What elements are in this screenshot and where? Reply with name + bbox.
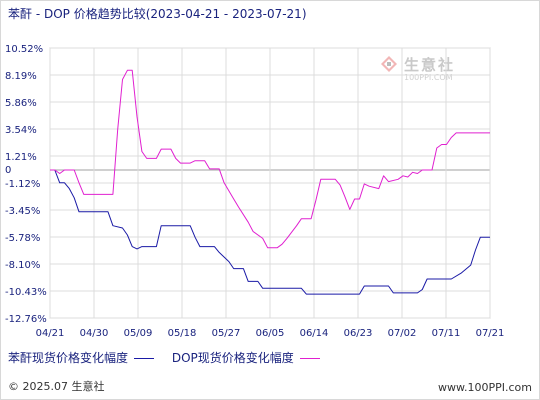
legend-item-series-2: DOP现货价格变化幅度 (172, 349, 320, 366)
y-tick-label: 8.19% (5, 71, 37, 82)
x-tick-label: 05/09 (124, 328, 153, 339)
legend-label-series-1: 苯酐现货价格变化幅度 (8, 351, 129, 365)
y-tick-label: -8.10% (5, 260, 40, 271)
legend: 苯酐现货价格变化幅度 DOP现货价格变化幅度 (8, 349, 334, 366)
grid (49, 47, 491, 319)
chart-title: 苯酐 - DOP 价格趋势比较(2023-04-21 - 2023-07-21) (8, 7, 307, 21)
legend-swatch-series-1 (134, 358, 155, 359)
x-tick-label: 06/14 (300, 328, 329, 339)
axis-labels: 10.52% 8.19% 5.86% 3.54% 1.21% -1.12% -3.45% -5… (5, 44, 504, 339)
watermark-logo: 生意社 100PPI.COM (380, 54, 470, 86)
x-tick-label: 07/11 (432, 328, 461, 339)
legend-item-series-1: 苯酐现货价格变化幅度 (8, 349, 155, 366)
y-tick-label: -10.43% (5, 287, 47, 298)
legend-swatch-series-2 (299, 358, 320, 359)
site-url: www.100PPI.com (438, 381, 532, 394)
y-tick-label: 10.52% (5, 44, 43, 55)
x-tick-label: 06/23 (344, 328, 373, 339)
y-tick-label: -3.45% (5, 206, 40, 217)
x-tick-label: 06/05 (256, 328, 285, 339)
y-zero-label: 0 (5, 165, 11, 176)
y-tick-label: 5.86% (5, 98, 37, 109)
y-tick-label: -5.78% (5, 233, 40, 244)
legend-label-series-2: DOP现货价格变化幅度 (171, 351, 294, 365)
watermark-name: 生意社 (404, 56, 456, 74)
series-line-2 (50, 69, 490, 249)
series-line-1 (50, 169, 490, 295)
y-tick-label: 3.54% (5, 125, 37, 136)
copyright-text: © 2025.07 生意社 (8, 380, 105, 393)
x-tick-label: 05/27 (212, 328, 241, 339)
watermark-url: 100PPI.COM (404, 73, 453, 82)
y-tick-label: -12.76% (5, 314, 47, 325)
x-tick-label: 04/21 (36, 328, 65, 339)
x-tick-label: 04/30 (80, 328, 109, 339)
x-tick-label: 07/21 (476, 328, 505, 339)
y-tick-label: -1.12% (5, 179, 40, 190)
logo-icon (381, 56, 397, 72)
series-layer (50, 69, 490, 295)
y-tick-label: 1.21% (5, 152, 37, 163)
x-tick-label: 07/02 (388, 328, 417, 339)
x-tick-label: 05/18 (168, 328, 197, 339)
